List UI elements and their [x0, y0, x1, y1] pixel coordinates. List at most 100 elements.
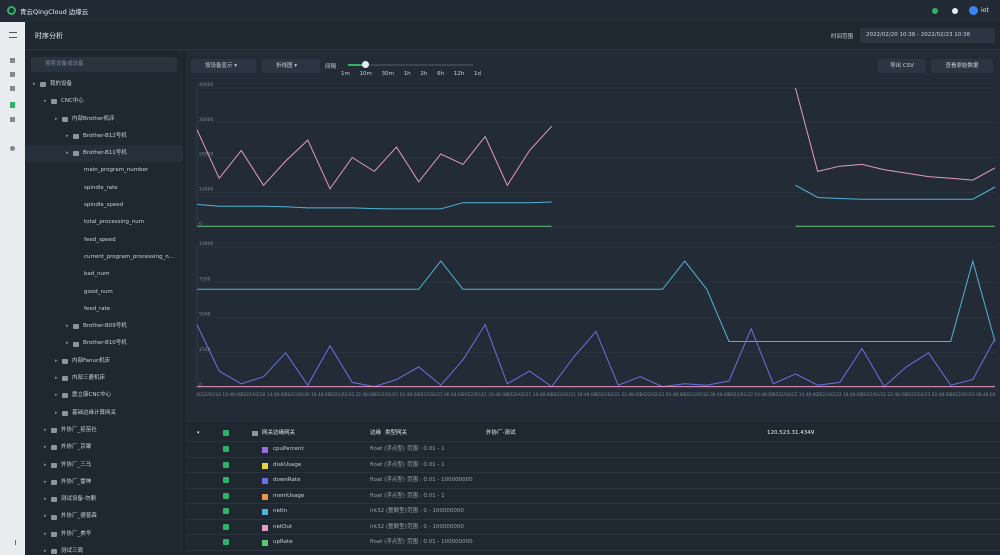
tree-item[interactable]: ▸ 测试三周: [25, 543, 183, 555]
device-tree-panel: 搜索设备或设备 ▸ 我的设备 ▸ CNC中心 ▸ 内部Brother机床 ▸ Brother-…: [25, 50, 183, 555]
export-button[interactable]: 导出 CSV: [878, 59, 926, 73]
tree-label: 外协厂_德普森: [61, 513, 97, 520]
checkbox[interactable]: [223, 477, 229, 483]
property-type: int32 (整数型): [370, 508, 407, 514]
interval-option[interactable]: 1m: [341, 71, 350, 77]
color-swatch: [262, 447, 268, 453]
tree-item[interactable]: ▸ 外协厂_疫苗社: [25, 422, 183, 439]
y-tick-label: 30000: [199, 117, 213, 123]
time-range-picker[interactable]: 2022/02/20 10:38 - 2022/02/23 10:38: [860, 28, 995, 43]
property-name: netIn: [273, 508, 288, 514]
tree-item[interactable]: ▸ CNC中心: [25, 93, 183, 110]
tree-item[interactable]: bad_num: [25, 266, 183, 283]
interval-option[interactable]: 1h: [403, 71, 411, 77]
checkbox[interactable]: [223, 523, 229, 530]
tree-item[interactable]: ▸ 震立康CNC中心: [25, 387, 183, 404]
tree-icon: [62, 393, 68, 399]
table-row: netOut int32 (整数型) 范围 : 0 - 100000000: [185, 520, 1000, 535]
property-table: ▾ 网关边缘网关 边缘 类型网关 外协厂-测试 120.523.31.4349 cpuPer…: [185, 422, 1000, 555]
settings-icon[interactable]: [10, 146, 15, 151]
tree-item[interactable]: ▸ 外协厂_美华: [25, 526, 183, 543]
tree-icon: [73, 341, 79, 347]
calendar-icon[interactable]: [966, 28, 974, 43]
interval-option[interactable]: 2h: [420, 71, 428, 77]
tree-item[interactable]: ▸ Brother-B12号机: [25, 128, 183, 145]
nav-icon-active[interactable]: [10, 102, 15, 108]
tree-item[interactable]: feed_rate: [25, 301, 183, 318]
tree-label: bad_num: [84, 271, 110, 278]
tree-item[interactable]: ▸ 外协厂_三马: [25, 457, 183, 474]
icon-rail: [0, 22, 25, 555]
interval-option[interactable]: 30m: [381, 71, 394, 77]
table-header: ▾ 网关边缘网关 边缘 类型网关 外协厂-测试 120.523.31.4349: [185, 426, 1000, 442]
x-tick-label: 2022/02/22 10:48:00: [728, 392, 774, 398]
tree-item[interactable]: ▸ Brother-B09号机: [25, 318, 183, 335]
tree-item[interactable]: ▸ 内部Brother机床: [25, 111, 183, 128]
x-tick-label: 2022/02/20 18:48:00: [285, 392, 331, 398]
tree-list: ▸ 我的设备 ▸ CNC中心 ▸ 内部Brother机床 ▸ Brother-B12号机 ▸ Br…: [25, 76, 183, 555]
nav-icon[interactable]: [10, 86, 15, 91]
property-type: float (浮点型): [370, 539, 405, 545]
tree-item[interactable]: ▸ 外协厂_京聚: [25, 439, 183, 456]
tree-item[interactable]: ▸ Brother-B10号机: [25, 335, 183, 352]
color-swatch: [262, 524, 268, 531]
tree-item[interactable]: ▸ Brother-B11号机: [25, 145, 183, 163]
tree-item[interactable]: feed_speed: [25, 232, 183, 249]
tree-item[interactable]: spindle_rate: [25, 180, 183, 197]
tree-label: feed_speed: [84, 236, 116, 243]
checkbox[interactable]: [223, 492, 229, 499]
user-name[interactable]: iot: [981, 7, 989, 14]
tree-item[interactable]: main_program_number: [25, 162, 183, 179]
raw-button[interactable]: 查看原始数据: [931, 59, 993, 73]
tree-item[interactable]: total_processing_num: [25, 214, 183, 231]
interval-option[interactable]: 6h: [437, 71, 445, 77]
search-box[interactable]: 搜索设备或设备: [31, 57, 177, 72]
tree-label: main_program_number: [84, 167, 149, 174]
tree-item[interactable]: good_num: [25, 284, 183, 301]
tree-item[interactable]: ▸ 外协厂_德普森: [25, 508, 183, 525]
x-tick-label: 2022/02/20 22:48:00: [329, 392, 375, 398]
checkbox[interactable]: [223, 508, 229, 514]
property-type: float (浮点型): [370, 477, 405, 483]
checkbox[interactable]: [223, 461, 229, 468]
header-cell: 边缘: [370, 430, 382, 436]
table-row: upRate float (浮点型) 范围 : 0.01 - 100000000: [185, 535, 1000, 551]
display-mode-select[interactable]: 按设备显示 ▾: [191, 59, 256, 73]
nav-icon[interactable]: [10, 72, 15, 77]
chart-kind-select[interactable]: 折线图 ▾: [262, 59, 320, 73]
tree-item[interactable]: ▸ 测试设备-勿删: [25, 491, 183, 508]
checkbox[interactable]: [223, 446, 229, 452]
interval-option[interactable]: 10m: [359, 71, 372, 77]
export-label: 导出 CSV: [890, 63, 914, 69]
series-line: [196, 184, 996, 210]
menu-icon[interactable]: [9, 32, 17, 38]
property-range: 范围 : 0 - 100000000: [407, 523, 464, 530]
x-tick-label: 2022/02/20 10:48:00: [196, 392, 242, 398]
checkbox[interactable]: [223, 430, 229, 436]
collapse-icon[interactable]: [9, 540, 16, 545]
avatar[interactable]: [969, 6, 978, 15]
interval-slider[interactable]: [348, 64, 473, 66]
tree-item[interactable]: ▸ 外协厂_雷神: [25, 474, 183, 491]
interval-option[interactable]: 1d: [473, 71, 481, 77]
property-range: 范围 : 0.01 - 1: [407, 461, 445, 468]
slider-handle[interactable]: [362, 61, 369, 68]
property-type: int32 (整数型): [370, 523, 407, 530]
tree-label: Brother-B11号机: [83, 150, 127, 157]
raw-label: 查看原始数据: [945, 63, 979, 69]
tree-icon: [51, 479, 57, 485]
tree-icon: [51, 549, 57, 555]
nav-icon[interactable]: [10, 58, 15, 63]
property-range: 范围 : 0.01 - 100000000: [407, 539, 473, 545]
color-swatch: [262, 462, 268, 469]
tree-item[interactable]: spindle_speed: [25, 197, 183, 214]
tree-item[interactable]: ▸ 内部三菱机床: [25, 370, 183, 387]
tree-item[interactable]: ▸ 内部Fanuc机床: [25, 353, 183, 370]
tree-item[interactable]: current_program_processing_n...: [25, 249, 183, 266]
nav-icon[interactable]: [10, 117, 15, 122]
help-icon[interactable]: [952, 8, 958, 14]
tree-item[interactable]: ▸ 我的设备: [25, 76, 183, 93]
checkbox[interactable]: [223, 539, 229, 545]
tree-item[interactable]: ▸ 基础边缘计算网关: [25, 405, 183, 422]
interval-option[interactable]: 12h: [453, 71, 465, 77]
